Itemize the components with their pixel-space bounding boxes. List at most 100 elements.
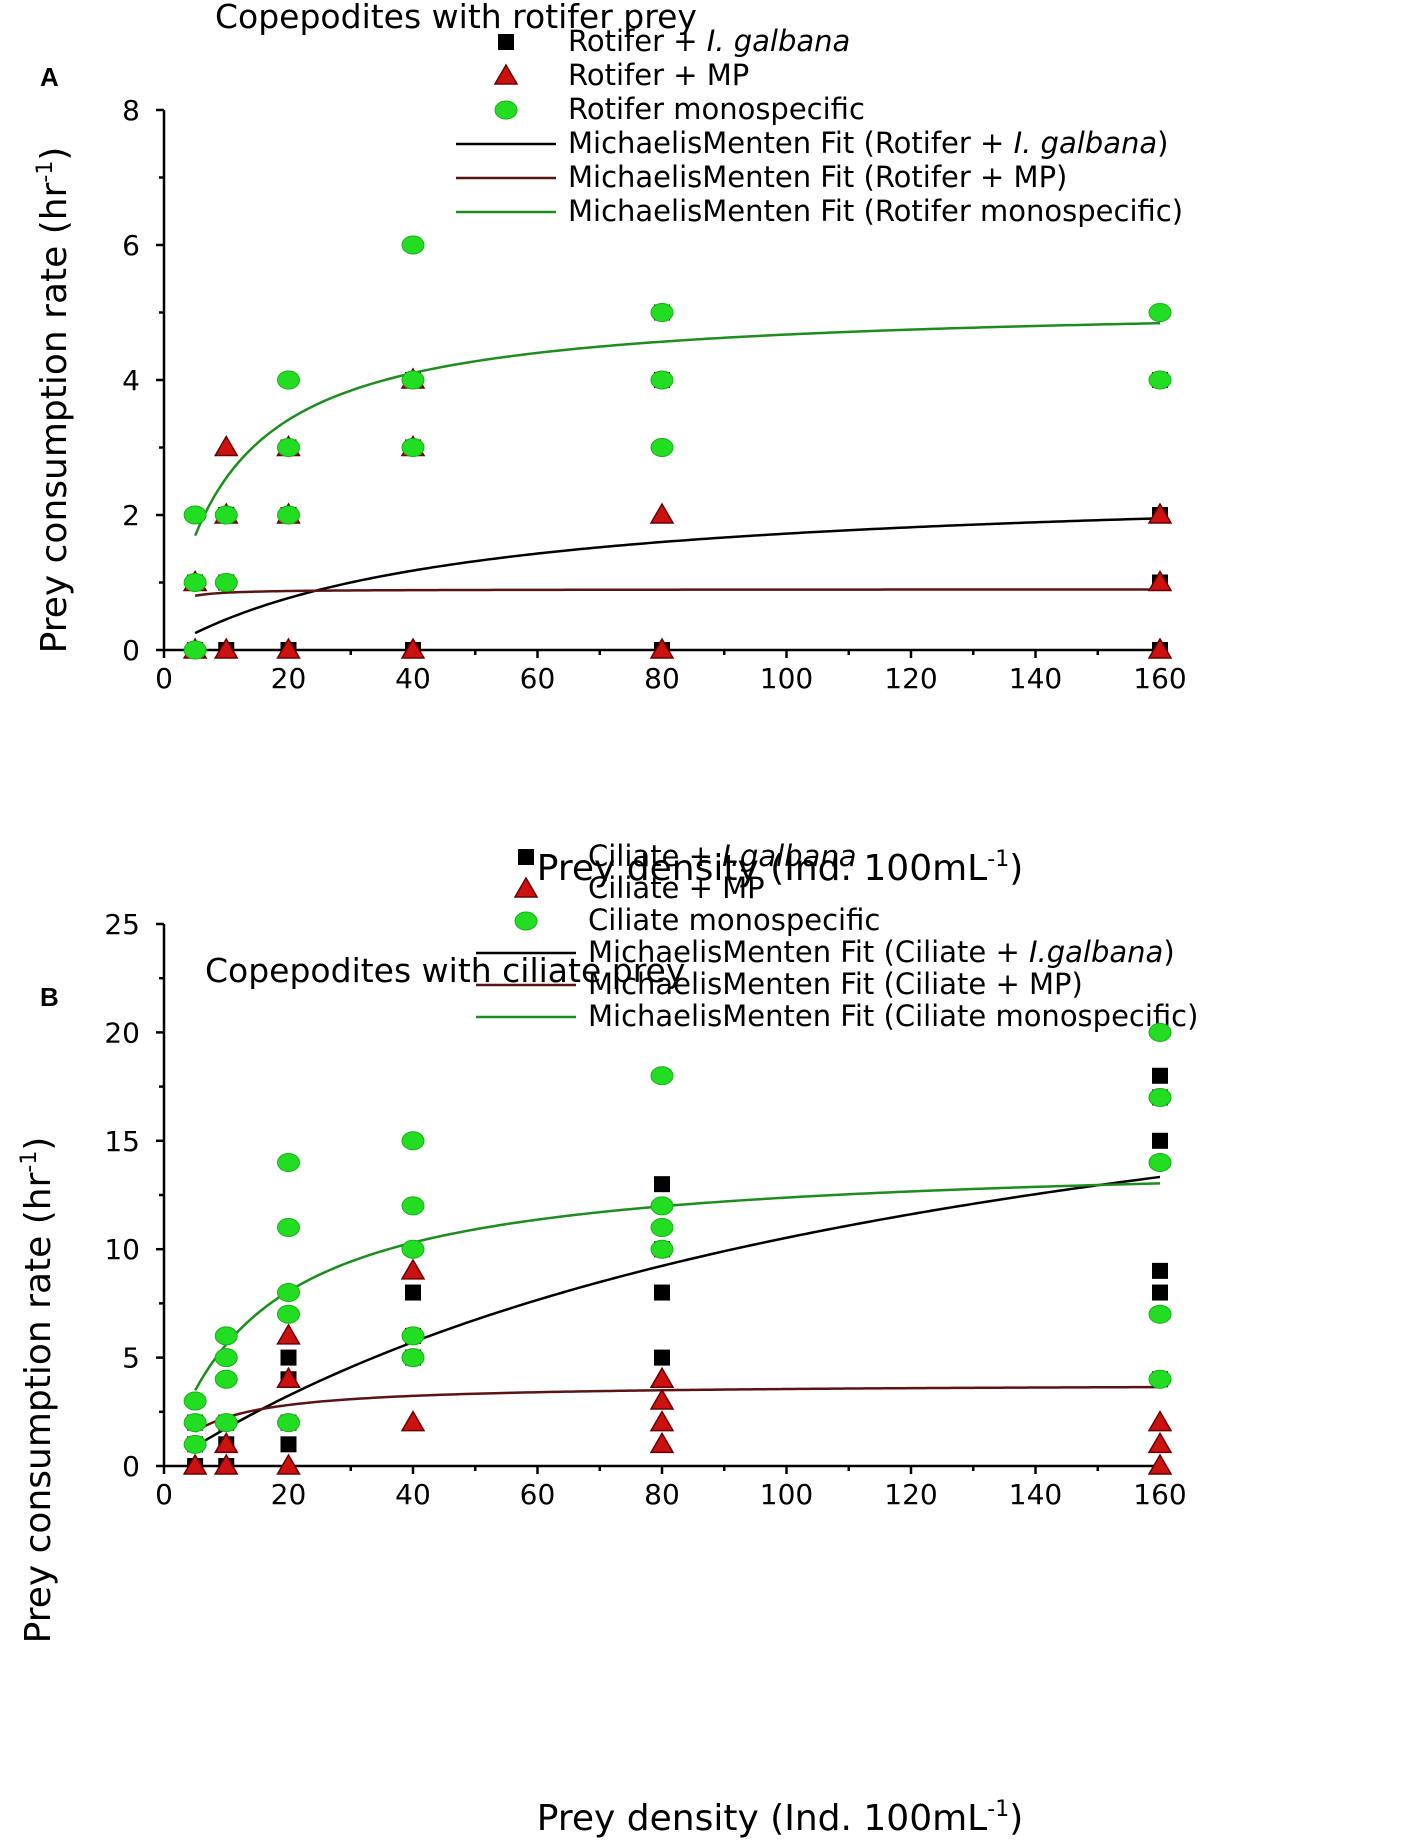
panel-b-point-square	[1152, 1284, 1168, 1301]
panel-a-chart: A Copepodites with rotifer prey Rotifer …	[33, 0, 1187, 889]
panel-a-legend-label-part: Rotifer +	[568, 24, 707, 58]
panel-b-x-tick-label: 140	[1009, 1478, 1062, 1511]
panel-a-point-circle	[277, 438, 300, 457]
panel-a-x-tick-label: 160	[1133, 662, 1186, 695]
panel-b-point-circle	[1148, 1152, 1172, 1172]
panel-b-fit-curve-2	[194, 1182, 1161, 1391]
panel-b-point-circle	[650, 1066, 674, 1086]
panel-a-point-triangle	[213, 435, 239, 457]
panel-b-point-circle	[401, 1348, 425, 1368]
panel-b-point-triangle	[1147, 1431, 1173, 1454]
panel-b-legend-label: MichaelisMenten Fit (Ciliate + I.galbana…	[588, 935, 1175, 969]
panel-b-x-tick-label: 20	[271, 1478, 307, 1511]
panel-a-point-circle	[401, 370, 425, 390]
panel-b-legend-label-part: MichaelisMenten Fit (Ciliate + MP)	[588, 967, 1083, 1001]
panel-b-legend-label-part: MichaelisMenten Fit (Ciliate monospecifi…	[588, 999, 1198, 1033]
panel-b-legend-label: Ciliate + MP	[588, 871, 765, 905]
panel-b-point-square	[280, 1349, 297, 1366]
panel-a-x-tick-label: 100	[760, 662, 813, 695]
panel-a-point-triangle	[276, 637, 301, 659]
panel-b-y-tick-label: 5	[122, 1342, 140, 1375]
panel-a-legend-label: MichaelisMenten Fit (Rotifer monospecifi…	[568, 194, 1183, 228]
panel-letter-b: B	[40, 982, 59, 1012]
panel-a-point-triangle	[213, 637, 239, 659]
panel-b-point-circle	[277, 1413, 300, 1433]
panel-b-fit-curve-1	[194, 1385, 1161, 1433]
panel-a-legend-marker-square	[498, 34, 514, 50]
panel-a-point-circle	[277, 505, 300, 525]
panel-a-y-tick-label: 4	[122, 364, 140, 397]
panel-b-legend-label-part: Ciliate monospecific	[588, 903, 880, 937]
panel-b-point-triangle	[182, 1453, 208, 1475]
panel-a-legend-label-part: MichaelisMenten Fit (Rotifer + MP)	[568, 160, 1067, 194]
panel-a-legend-label: Rotifer + I. galbana	[568, 24, 850, 58]
panel-b-point-triangle	[649, 1366, 675, 1389]
panel-b-point-circle	[401, 1239, 425, 1259]
panel-b-point-triangle	[1147, 1410, 1173, 1432]
panel-b-point-circle	[277, 1283, 300, 1303]
panel-b-point-circle	[1148, 1369, 1172, 1389]
panel-b-point-circle	[1148, 1022, 1172, 1042]
panel-a-point-circle	[277, 370, 300, 390]
panel-b-chart: B Copepodites with ciliate prey Ciliate …	[17, 839, 1198, 1839]
panel-a-y-axis-title-close: )	[34, 147, 75, 161]
panel-a-y-axis-title-text: Prey consumption rate (hr	[34, 182, 75, 653]
panel-a-point-triangle	[649, 502, 675, 524]
panel-b-legend-label-part: Ciliate +	[588, 839, 722, 873]
panel-b-point-circle	[214, 1413, 238, 1433]
panel-a-legend-label: MichaelisMenten Fit (Rotifer + I. galban…	[568, 126, 1168, 160]
panel-b-point-triangle	[400, 1258, 426, 1280]
panel-b-x-axis-title-text: Prey density (Ind. 100mL	[537, 1798, 987, 1839]
panel-a-point-triangle	[1147, 502, 1173, 524]
panel-a-point-triangle	[649, 637, 675, 659]
panel-a-axes: 0 20 40 60 80 100 120 140 160 0 2 4 6 8	[122, 94, 1187, 695]
panel-b-fit-lines	[194, 1175, 1161, 1448]
panel-b-point-square	[654, 1284, 670, 1301]
panel-b-point-square	[280, 1436, 297, 1453]
panel-a-y-tick-label: 6	[122, 229, 140, 262]
panel-b-axes: 0 20 40 60 80 100 120 140 160 0 5 10 15 20 25	[104, 908, 1186, 1511]
panel-b-y-tick-label: 10	[104, 1233, 140, 1266]
panel-a-x-tick-label: 0	[155, 662, 173, 695]
panel-b-x-axis-title-sup: -1	[987, 1797, 1009, 1822]
panel-b-legend-label-part: )	[1163, 935, 1174, 969]
panel-a-legend-label-part: MichaelisMenten Fit (Rotifer monospecifi…	[568, 194, 1183, 228]
panel-a-point-circle	[650, 438, 674, 457]
panel-a-legend-label-part: I. galbana	[707, 24, 851, 58]
panel-a-x-tick-label: 60	[520, 662, 556, 695]
panel-b-point-square	[654, 1349, 670, 1366]
panel-a-x-axis-title-sup: -1	[987, 847, 1009, 872]
panel-b-point-square	[405, 1284, 421, 1301]
panel-b-legend-marker-triangle	[513, 876, 539, 898]
panel-a-point-circle	[401, 235, 425, 255]
panel-b-point-triangle	[276, 1323, 301, 1345]
panel-b-point-circle	[650, 1218, 674, 1238]
panel-a-point-circle	[401, 438, 425, 457]
panel-a-point-triangle	[1147, 570, 1173, 592]
panel-a-fit-curve-1	[194, 588, 1160, 597]
panel-a-x-tick-label: 80	[644, 662, 680, 695]
panel-a-point-circle	[1148, 370, 1172, 390]
panel-a-y-tick-label: 2	[122, 499, 140, 532]
panel-a-legend-label: Rotifer monospecific	[568, 92, 865, 126]
panel-b-title: Copepodites with ciliate prey	[205, 951, 685, 990]
panel-b-legend-label-part: Ciliate + MP	[588, 871, 765, 905]
panel-b-point-circle	[183, 1413, 207, 1433]
panel-b-point-circle	[277, 1218, 300, 1238]
panel-a-fit-curve-2	[193, 321, 1161, 537]
panel-a-legend-label: Rotifer + MP	[568, 58, 749, 92]
panel-b-point-circle	[1148, 1304, 1172, 1324]
panel-b-point-circle	[277, 1304, 300, 1324]
panel-a-x-axis-title-close: )	[1009, 848, 1023, 889]
panel-b-x-tick-label: 80	[644, 1478, 680, 1511]
panel-b-legend-label: MichaelisMenten Fit (Ciliate + MP)	[588, 967, 1083, 1001]
panel-a-point-circle	[183, 505, 207, 525]
panel-b-legend-label: MichaelisMenten Fit (Ciliate monospecifi…	[588, 999, 1198, 1033]
panel-b-y-tick-label: 15	[104, 1125, 140, 1158]
panel-a-point-circle	[183, 573, 207, 592]
panel-b-point-square	[1152, 1262, 1168, 1279]
panel-b-legend-label: Ciliate monospecific	[588, 903, 880, 937]
panel-a-legend-label: MichaelisMenten Fit (Rotifer + MP)	[568, 160, 1067, 194]
panel-b-point-circle	[1148, 1087, 1172, 1107]
